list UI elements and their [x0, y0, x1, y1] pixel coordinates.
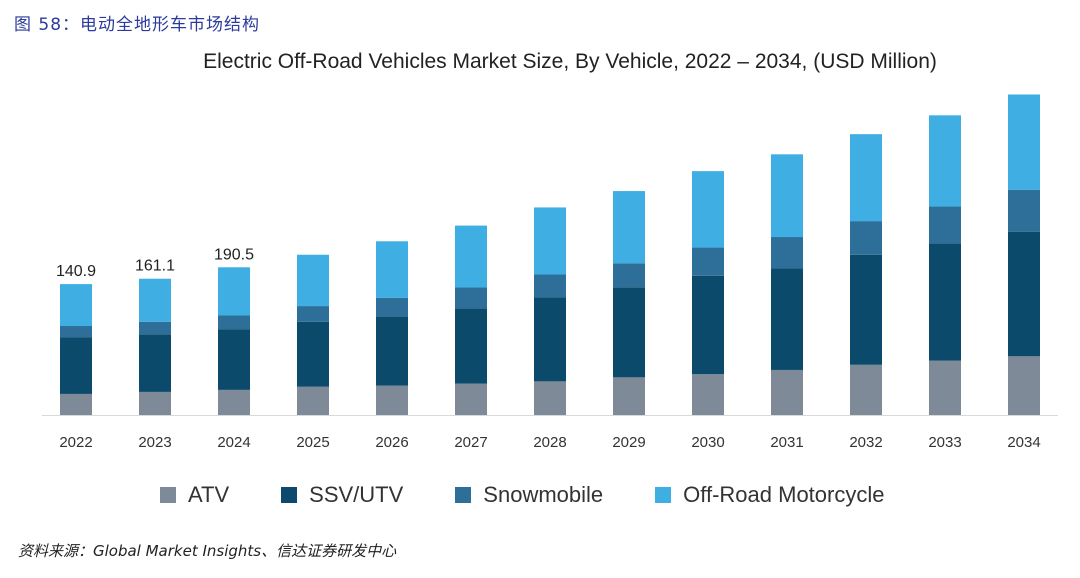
bar-segment	[376, 297, 408, 317]
legend-swatch	[160, 487, 176, 503]
legend: ATV SSV/UTV Snowmobile Off-Road Motorcycle	[160, 482, 936, 508]
bar-segment	[1008, 189, 1040, 232]
bar-segment	[1008, 94, 1040, 190]
source-note: 资料来源：Global Market Insights、信达证券研发中心	[18, 542, 397, 560]
bar-segment	[60, 284, 92, 327]
bar-segment	[297, 254, 329, 307]
x-tick-label: 2025	[296, 434, 329, 451]
bar-segment	[771, 369, 803, 415]
bar-segment	[139, 334, 171, 392]
x-tick-label: 2030	[691, 434, 724, 451]
x-tick-label: 2031	[770, 434, 803, 451]
bar-segment	[297, 321, 329, 387]
bar-segment	[929, 360, 961, 415]
bar-segment	[929, 115, 961, 207]
x-tick-label: 2034	[1007, 434, 1040, 451]
total-data-label: 140.9	[56, 263, 96, 280]
bar-segment	[929, 243, 961, 361]
legend-item: SSV/UTV	[281, 482, 403, 508]
bar-segment	[534, 274, 566, 298]
bar-segment	[692, 374, 724, 415]
bar-segment	[613, 377, 645, 415]
legend-label: Off-Road Motorcycle	[683, 482, 885, 507]
bar-segment	[929, 206, 961, 244]
bar-segment	[455, 225, 487, 288]
bar-segment	[455, 383, 487, 415]
bar-segment	[60, 326, 92, 338]
bar-segment	[850, 221, 882, 255]
bar-segment	[771, 268, 803, 370]
bar-segment	[218, 315, 250, 330]
bar-segment	[771, 154, 803, 238]
x-tick-label: 2028	[533, 434, 566, 451]
bar-segment	[376, 241, 408, 298]
legend-label: Snowmobile	[483, 482, 604, 507]
bar-segment	[1008, 356, 1040, 415]
bar-segment	[139, 391, 171, 415]
bar-segment	[60, 337, 92, 394]
bar-segment	[534, 207, 566, 275]
total-data-label: 190.5	[214, 246, 254, 263]
legend-item: Off-Road Motorcycle	[655, 482, 884, 508]
bar-segment	[218, 267, 250, 316]
legend-item: ATV	[160, 482, 229, 508]
bar-segment	[297, 306, 329, 322]
bar-segment	[692, 247, 724, 276]
bar-segment	[60, 393, 92, 415]
bar-segment	[850, 254, 882, 365]
bar-segment	[613, 263, 645, 288]
x-tick-label: 2033	[928, 434, 961, 451]
bar-segment	[613, 287, 645, 378]
legend-swatch	[455, 487, 472, 503]
legend-label: SSV/UTV	[309, 482, 404, 507]
bar-segment	[376, 385, 408, 415]
legend-label: ATV	[188, 482, 230, 507]
bar-segment	[613, 191, 645, 264]
figure-caption: 图 58：电动全地形车市场结构	[14, 15, 261, 35]
x-tick-label: 2027	[454, 434, 487, 451]
chart-title: Electric Off-Road Vehicles Market Size, …	[203, 50, 937, 73]
bar-segment	[1008, 231, 1040, 357]
bar-segment	[771, 237, 803, 269]
bar-segment	[297, 386, 329, 415]
bar-segment	[850, 134, 882, 222]
bar-segment	[218, 329, 250, 390]
bar-segment	[218, 389, 250, 415]
legend-swatch	[281, 487, 298, 503]
bar-segment	[455, 287, 487, 309]
bar-segment	[534, 381, 566, 415]
bar-segment	[139, 321, 171, 335]
bar-segment	[139, 278, 171, 322]
x-tick-label: 2029	[612, 434, 645, 451]
bar-segment	[534, 297, 566, 382]
x-tick-label: 2022	[59, 434, 92, 451]
x-tick-label: 2023	[138, 434, 171, 451]
stacked-bar-chart: 140.9 2022 161.1 2023 190.5 2024 2025 2026 2027 2…	[42, 94, 1058, 451]
bar-segment	[455, 308, 487, 384]
total-data-label: 161.1	[135, 258, 175, 275]
bar-segment	[850, 364, 882, 415]
legend-swatch	[655, 487, 672, 503]
bar-segment	[692, 171, 724, 248]
x-tick-label: 2032	[849, 434, 882, 451]
bar-segment	[692, 275, 724, 375]
legend-item: Snowmobile	[455, 482, 603, 508]
x-tick-label: 2024	[217, 434, 250, 451]
bar-segment	[376, 316, 408, 386]
x-tick-label: 2026	[375, 434, 408, 451]
